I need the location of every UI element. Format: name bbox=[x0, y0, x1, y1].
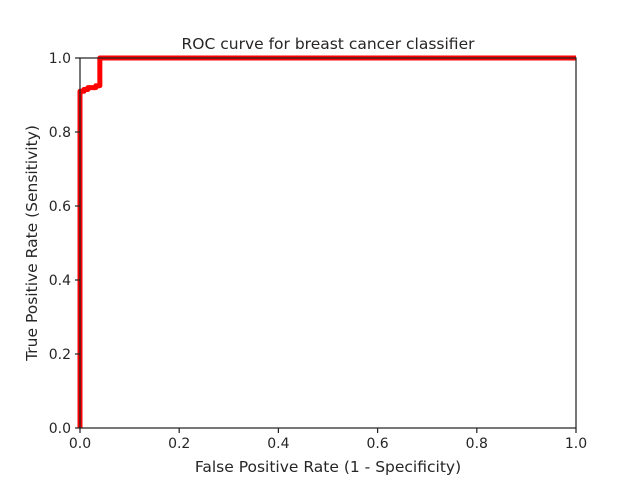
axes-frame bbox=[79, 57, 577, 429]
x-axis-ticks: 0.0 0.2 0.4 0.6 0.8 1.0 bbox=[69, 428, 587, 452]
x-tick-label: 0.6 bbox=[366, 436, 388, 452]
y-tick-label: 0.6 bbox=[49, 199, 71, 215]
y-tick-label: 1.0 bbox=[49, 51, 71, 67]
x-tick-label: 0.2 bbox=[168, 436, 190, 452]
y-tick-label: 0.4 bbox=[49, 273, 71, 289]
x-axis-label: False Positive Rate (1 - Specificity) bbox=[195, 458, 461, 476]
x-tick-label: 0.0 bbox=[69, 436, 91, 452]
y-tick-label: 0.2 bbox=[49, 347, 71, 363]
x-tick-label: 0.4 bbox=[267, 436, 289, 452]
y-tick-label: 0.8 bbox=[49, 125, 71, 141]
x-tick-label: 1.0 bbox=[565, 436, 587, 452]
chart-title: ROC curve for breast cancer classifier bbox=[182, 35, 476, 53]
x-tick-label: 0.8 bbox=[466, 436, 488, 452]
y-tick-label: 0.0 bbox=[49, 421, 71, 437]
y-axis-label: True Positive Rate (Sensitivity) bbox=[23, 125, 41, 362]
y-axis-ticks: 0.0 0.2 0.4 0.6 0.8 1.0 bbox=[49, 51, 80, 437]
plot-area bbox=[80, 58, 576, 428]
